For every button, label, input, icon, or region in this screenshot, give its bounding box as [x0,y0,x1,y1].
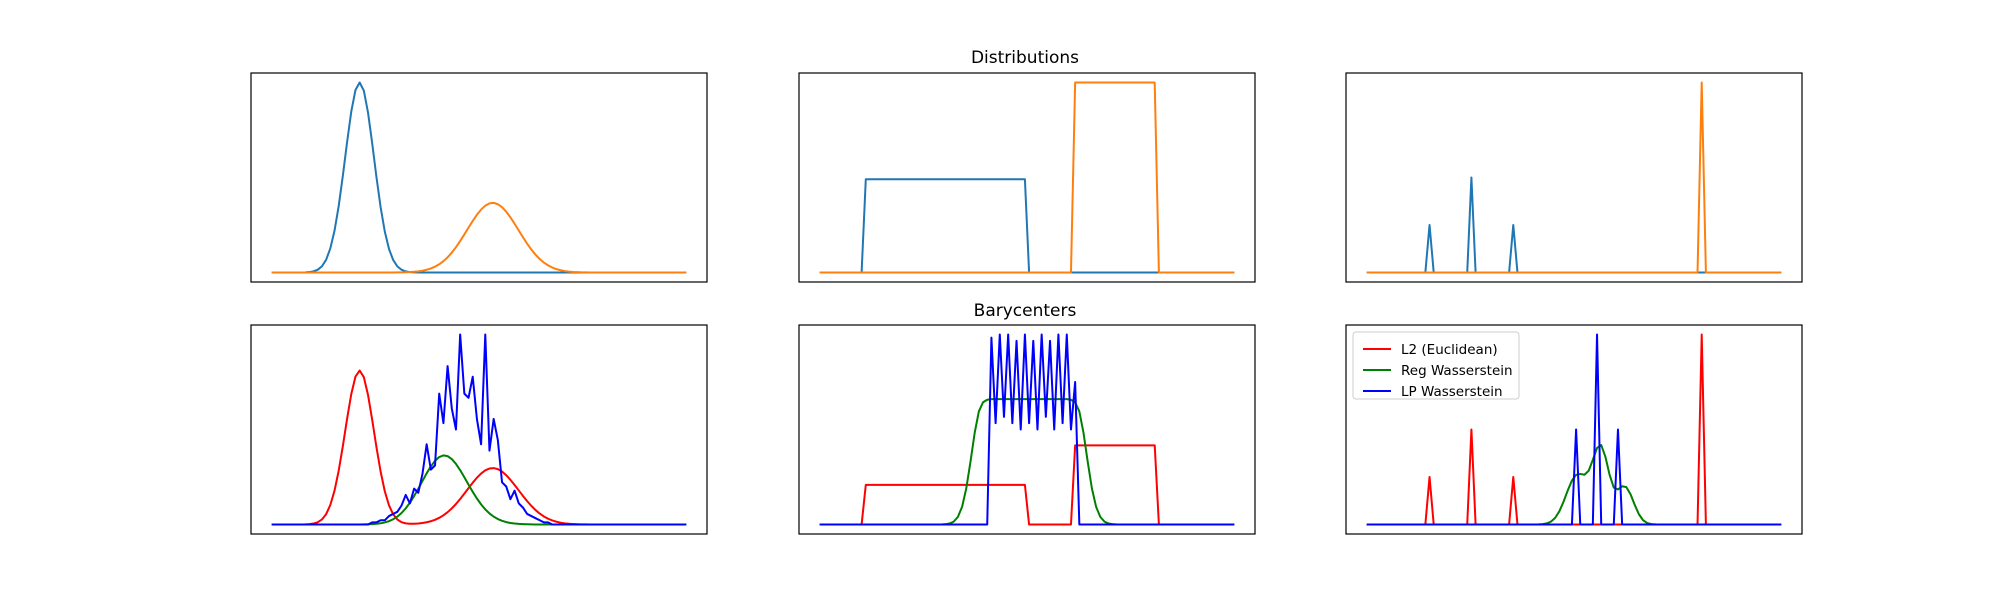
panel-frame [1345,72,1803,283]
legend-label-2: Reg Wasserstein [1401,363,1513,379]
panel-frame [250,324,708,535]
legend-label-1: L2 (Euclidean) [1401,342,1498,358]
panels [250,72,1803,535]
panel-barycenters-1 [250,324,708,535]
panel-frame [798,72,1256,283]
series-line-1 [1366,176,1782,274]
legend: L2 (Euclidean) Reg Wasserstein LP Wasserst… [1352,331,1520,400]
panel-frame [250,72,708,283]
legend-frame [1352,331,1520,400]
barycenters-title: Barycenters [974,301,1077,321]
distributions-title: Distributions [971,48,1079,68]
legend-label-3: LP Wasserstein [1401,384,1503,400]
series-line-3 [819,333,1235,526]
panel-distributions-2 [798,72,1256,283]
panel-frame [1345,324,1803,535]
panel-distributions-3 [1345,72,1803,283]
panel-barycenters-2 [798,324,1256,535]
series-line-3 [1366,333,1782,526]
series-line-2 [1366,81,1782,274]
series-line-2 [271,201,687,274]
series-line-1 [271,81,687,274]
series-line-1 [819,444,1235,526]
series-line-1 [819,178,1235,274]
panel-barycenters-3 [1345,324,1803,535]
series-line-3 [271,333,687,526]
panel-frame [798,324,1256,535]
series-line-2 [819,81,1235,274]
panel-distributions-1 [250,72,708,283]
